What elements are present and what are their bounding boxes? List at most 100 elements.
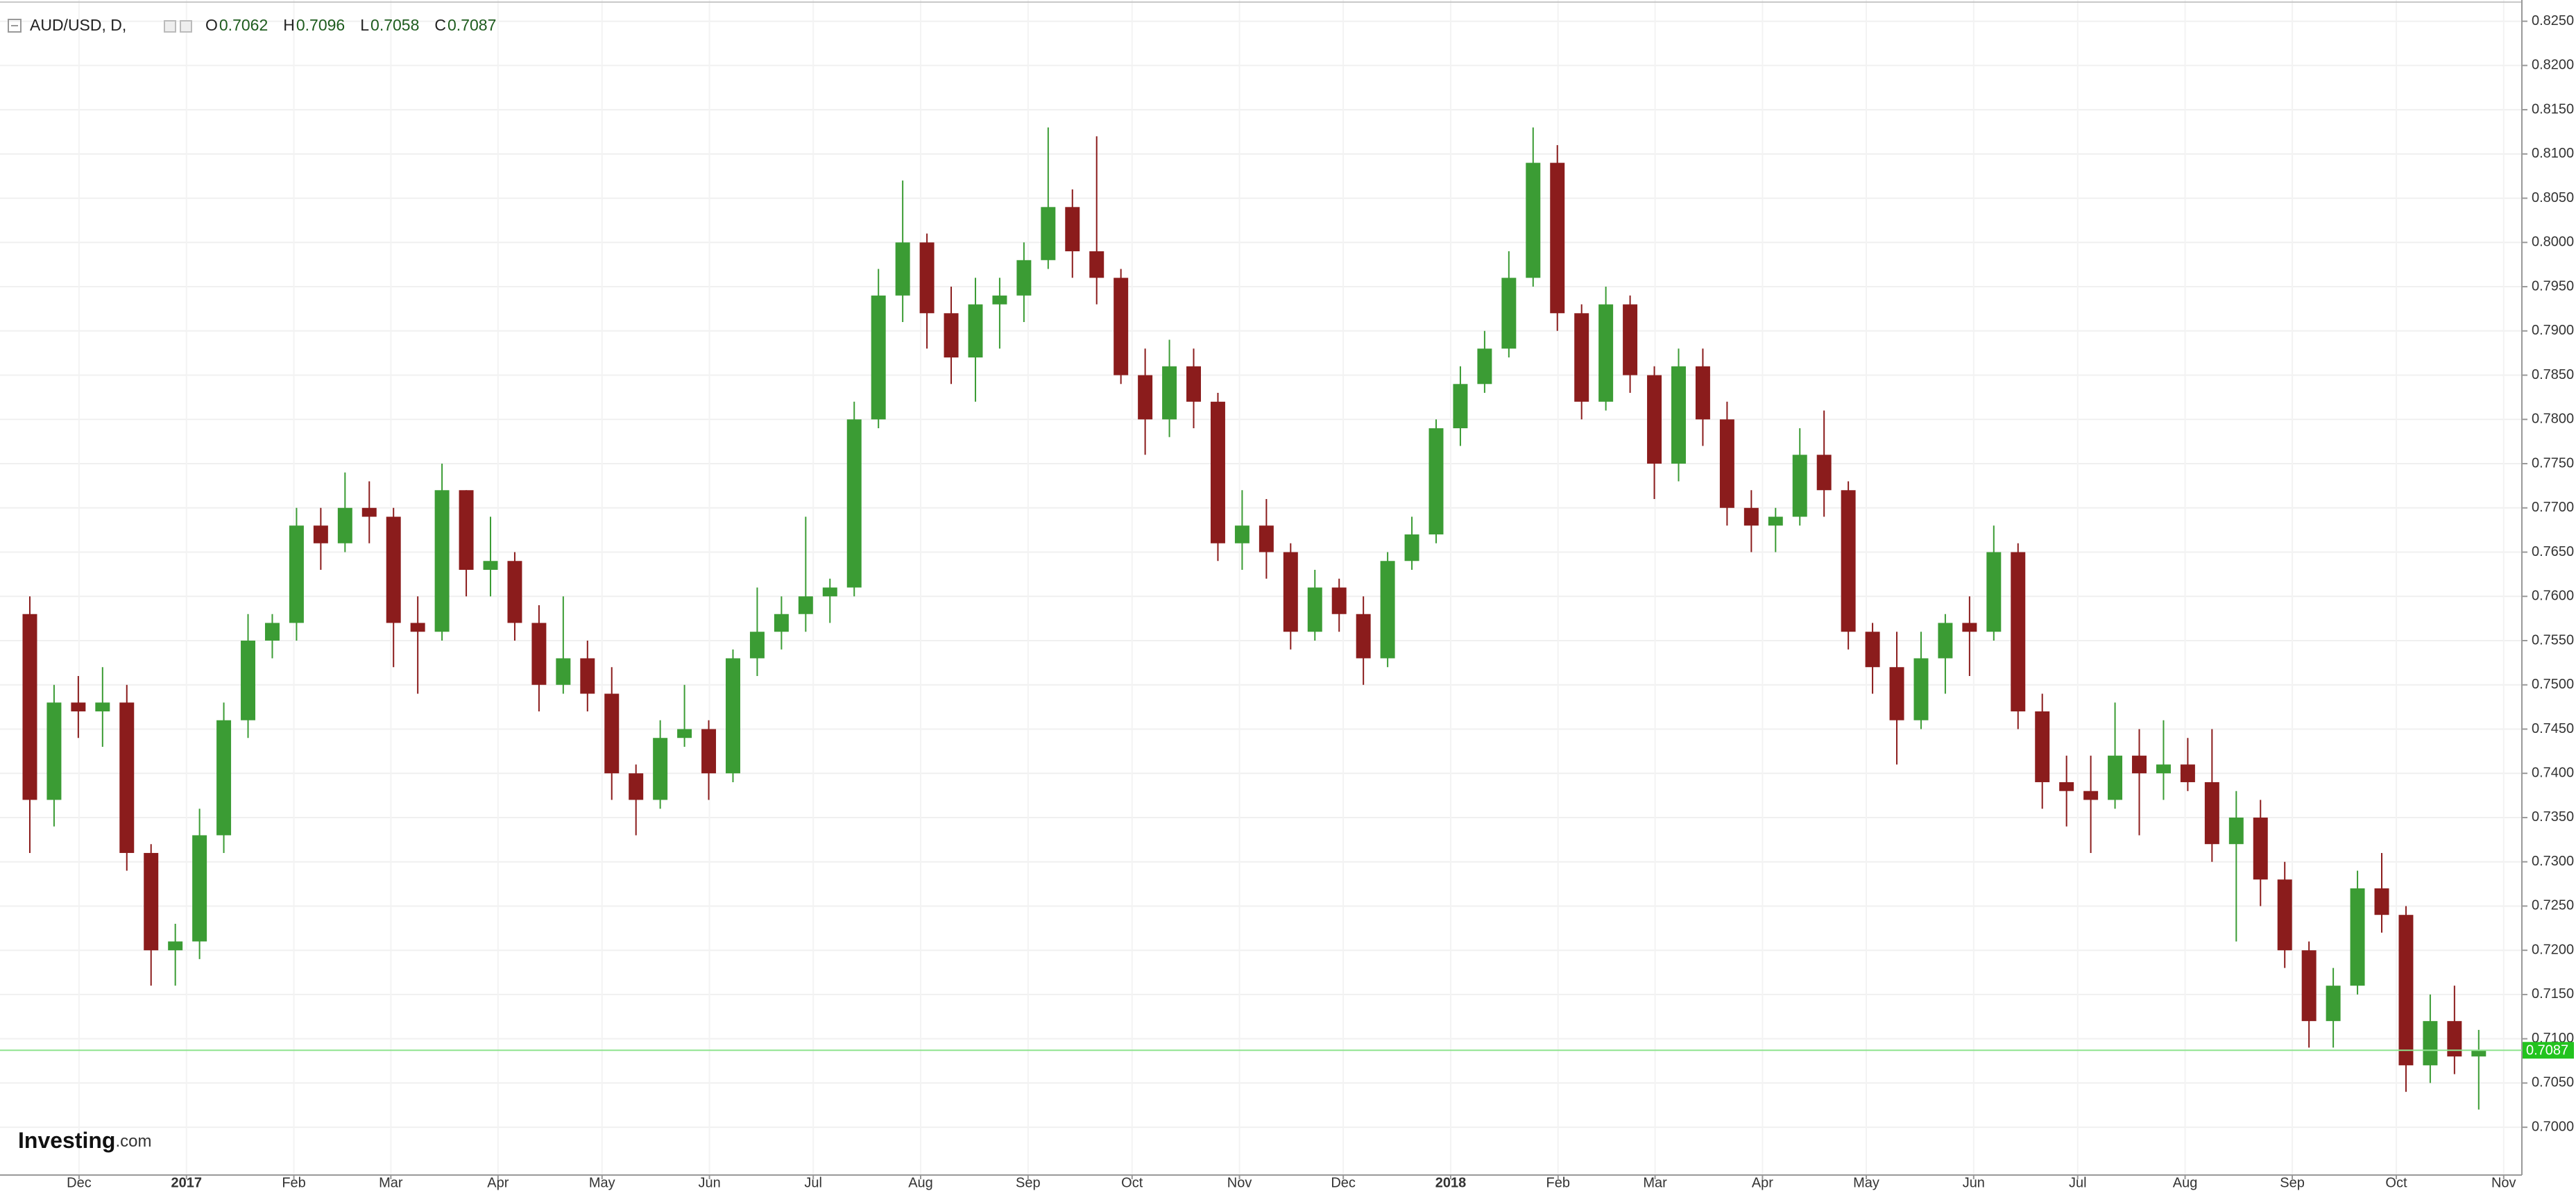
logo-suffix: .com — [115, 1132, 151, 1151]
y-tick-label: 0.7350 — [2532, 809, 2574, 825]
y-tick-label: 0.8150 — [2532, 101, 2574, 117]
candle-body — [629, 773, 644, 800]
settings-icon[interactable] — [164, 20, 176, 33]
candle-body — [1089, 251, 1104, 278]
y-tick-label: 0.7650 — [2532, 544, 2574, 559]
candle-body — [337, 507, 352, 543]
candle-body — [144, 852, 159, 951]
x-tick-label: Oct — [1121, 1175, 1143, 1190]
candle-body — [2083, 791, 2099, 800]
candle-body — [871, 295, 886, 420]
candle-body — [968, 304, 983, 358]
candle-body — [2471, 1050, 2487, 1057]
candle-body — [1428, 428, 1444, 535]
candle-body — [2156, 764, 2171, 774]
candle-body — [1162, 366, 1177, 420]
candle-body — [653, 738, 668, 800]
candle-body — [1501, 278, 1517, 349]
ohlc-legend: O 0.7062 H 0.7096 L 0.7058 C 0.7087 — [205, 16, 496, 34]
candle-body — [1234, 525, 1249, 543]
x-tick-label: Dec — [67, 1175, 92, 1190]
y-tick-label: 0.7950 — [2532, 278, 2574, 294]
ohlc-value: 0.7087 — [447, 16, 496, 34]
x-tick-label: Dec — [1331, 1175, 1356, 1190]
ohlc-name: L — [360, 16, 369, 34]
candle-body — [2423, 1021, 2438, 1065]
candle-body — [1938, 623, 1953, 659]
candle-body — [2374, 888, 2389, 915]
candle-body — [2447, 1021, 2462, 1057]
candle-body — [1453, 384, 1468, 429]
y-tick-label: 0.7150 — [2532, 986, 2574, 1002]
candle-body — [2204, 782, 2219, 845]
candle-body — [1138, 375, 1153, 420]
x-tick-label: Apr — [1752, 1175, 1773, 1190]
candle-body — [701, 729, 717, 774]
y-tick-label: 0.8000 — [2532, 235, 2574, 250]
candle-body — [604, 693, 620, 774]
x-tick-label: Feb — [282, 1175, 305, 1190]
candle-body — [1356, 614, 1371, 659]
candle-body — [992, 295, 1007, 305]
candle-body — [1283, 552, 1298, 632]
candle-body — [434, 490, 450, 632]
candle-body — [507, 561, 522, 623]
candle-body — [1065, 207, 1080, 252]
y-tick-label: 0.7200 — [2532, 942, 2574, 957]
y-tick-label: 0.7000 — [2532, 1119, 2574, 1134]
candle-body — [386, 516, 401, 623]
candle-body — [1598, 304, 1614, 402]
last-price-label: 0.7087 — [2526, 1043, 2568, 1058]
candle-body — [483, 561, 498, 571]
candle-body — [46, 702, 62, 800]
x-tick-label: Jul — [2069, 1175, 2087, 1190]
y-tick-label: 0.7050 — [2532, 1075, 2574, 1090]
x-tick-label: Nov — [2491, 1175, 2516, 1190]
candle-body — [1016, 260, 1032, 296]
grid-layer — [0, 0, 2522, 1175]
logo: Investing.com — [18, 1128, 151, 1153]
candle-body — [313, 525, 328, 543]
candle-body — [2035, 711, 2050, 782]
y-tick-label: 0.7400 — [2532, 765, 2574, 780]
candle-body — [1404, 534, 1419, 561]
x-tick-label: Sep — [2280, 1175, 2305, 1190]
candle-body — [361, 507, 377, 517]
candle-body — [1114, 278, 1129, 375]
candle-body — [2277, 879, 2292, 951]
x-tick-label: Sep — [1016, 1175, 1041, 1190]
candle-body — [1962, 623, 1977, 632]
candle-body — [119, 702, 135, 853]
candle-body — [2350, 888, 2365, 986]
collapse-icon[interactable] — [8, 19, 22, 33]
candle-body — [1695, 366, 1710, 420]
candle-body — [22, 614, 37, 800]
candle-body — [1210, 401, 1225, 543]
candle-body — [822, 587, 837, 597]
candle-body — [1889, 667, 1904, 720]
close-icon[interactable] — [180, 20, 192, 33]
x-tick-label: Jun — [698, 1175, 720, 1190]
ohlc-name: C — [434, 16, 446, 34]
candle-body — [192, 835, 207, 942]
last-price-box — [2523, 1042, 2574, 1059]
candle-body — [410, 623, 425, 632]
candle-body — [216, 720, 232, 836]
candle-body — [774, 614, 789, 632]
x-tick-label: Mar — [1643, 1175, 1667, 1190]
candle-body — [2253, 817, 2268, 880]
x-tick-label: 2018 — [1435, 1175, 1467, 1190]
candle-body — [2132, 755, 2147, 774]
x-tick-label: Jul — [804, 1175, 822, 1190]
x-tick-label: Apr — [487, 1175, 509, 1190]
candle-body — [1186, 366, 1202, 402]
candle-body — [919, 242, 935, 314]
y-tick-label: 0.7800 — [2532, 412, 2574, 427]
candle-body — [2228, 817, 2244, 845]
candle-body — [726, 658, 740, 774]
y-tick-label: 0.7500 — [2532, 677, 2574, 692]
candle-body — [1526, 162, 1541, 278]
candle-body — [846, 419, 862, 588]
chart-title: AUD/USD, D, — [30, 16, 126, 34]
